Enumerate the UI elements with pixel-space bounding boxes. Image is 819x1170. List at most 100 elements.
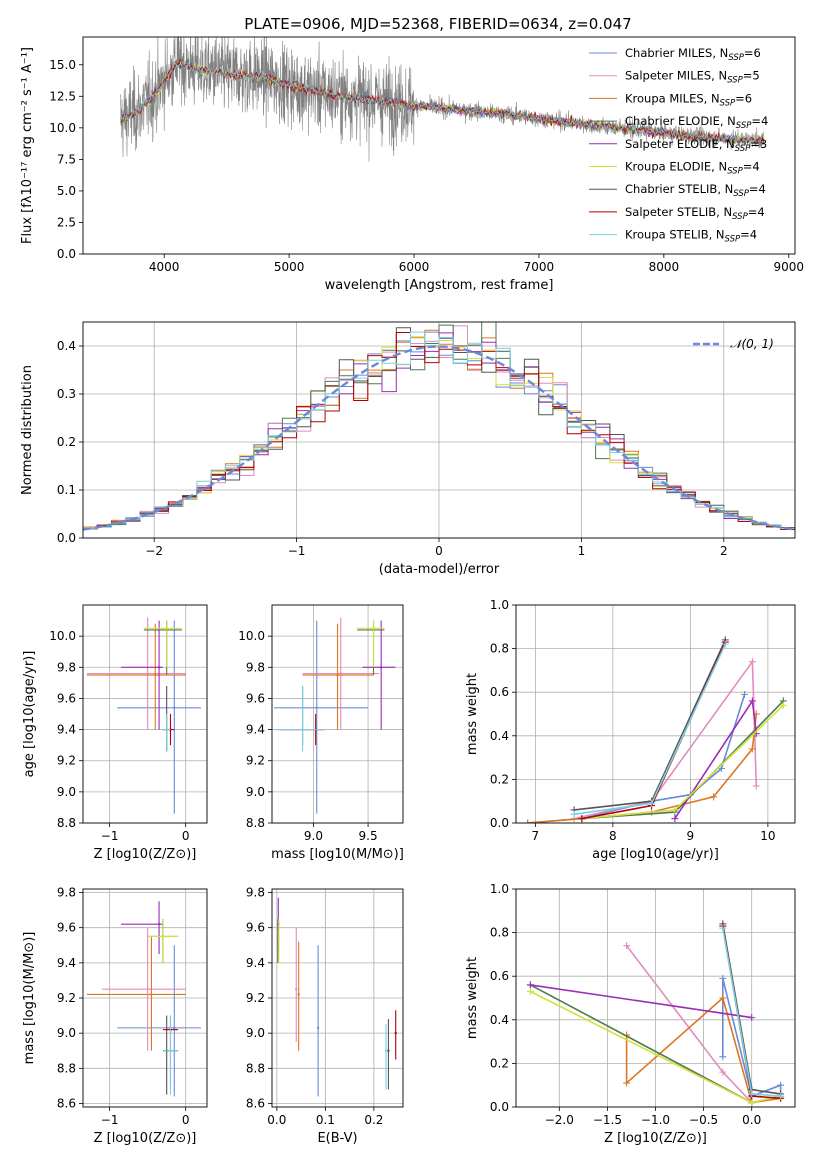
y-tick-label: 9.8 [246, 886, 265, 900]
data-point [169, 1049, 172, 1052]
panel-mass_weight_vs_Z: −2.0 −1.5 −1.0 −0.5 0.0 0.0 0.2 0.4 0.6 0.8 1.0 Z [… [465, 882, 796, 1146]
data-point [146, 988, 149, 991]
y-tick-label: 9.2 [57, 991, 76, 1005]
series-marker [719, 974, 727, 982]
axes-frame [82, 36, 796, 255]
normal-curve [83, 345, 795, 531]
data-point [146, 672, 149, 675]
y-tick-label: 0.4 [490, 1013, 509, 1027]
x-tick-label: 1 [578, 544, 586, 558]
y-tick-label: 0.0 [490, 1100, 509, 1114]
data-point [316, 1026, 320, 1030]
data-point [173, 706, 176, 709]
y-tick-label: 8.6 [57, 1096, 76, 1110]
y-tick-label: 10.0 [49, 121, 76, 135]
series-marker [721, 640, 729, 648]
data-point [297, 993, 300, 996]
y-tick-label: 9.2 [246, 991, 265, 1005]
data-point [157, 922, 161, 926]
y-tick-label: 10.0 [238, 629, 265, 643]
x-tick-label: 8 [609, 829, 617, 843]
series-marker [748, 1090, 756, 1098]
y-axis-label: Normed distribution [20, 365, 35, 495]
y-tick-label: 9.0 [246, 1026, 265, 1040]
series-marker [710, 793, 718, 801]
legend-label: Kroupa ELODIE, NSSP=4 [625, 160, 760, 177]
plot-area [83, 322, 795, 531]
y-tick-label: 8.8 [57, 1061, 76, 1075]
y-tick-label: 9.4 [57, 956, 76, 970]
series-marker [671, 815, 679, 823]
y-tick-label: 2.5 [57, 215, 76, 229]
series-marker [524, 819, 532, 823]
series-marker [648, 799, 656, 807]
legend-label: Kroupa STELIB, NSSP=4 [625, 228, 757, 245]
histogram-line [83, 331, 795, 530]
data-point [157, 666, 161, 669]
legend-label: Salpeter STELIB, NSSP=4 [625, 205, 765, 222]
x-axis-label: mass [log10(M/M⊙)] [271, 847, 404, 862]
y-tick-label: 0.2 [57, 435, 76, 449]
plot-area [86, 901, 201, 1097]
data-point [379, 666, 383, 669]
y-tick-label: 0.0 [57, 247, 76, 261]
y-tick-label: 8.8 [246, 816, 265, 830]
y-tick-label: 0.4 [490, 729, 509, 743]
x-axis-label: Z [log10(Z/Z⊙)] [604, 1131, 707, 1146]
y-tick-label: 1.0 [490, 598, 509, 612]
data-point [295, 988, 298, 991]
y-axis-label: mass [log10(M/M⊙)] [22, 932, 37, 1065]
data-point [301, 728, 304, 731]
y-tick-label: 0.1 [57, 483, 76, 497]
data-point [150, 993, 153, 996]
legend-label: Chabrier STELIB, NSSP=4 [625, 182, 766, 199]
axes-frame [271, 604, 404, 824]
data-point [165, 728, 168, 731]
y-tick-label: 0.2 [490, 1056, 509, 1070]
x-tick-label: 0.0 [742, 1113, 761, 1127]
series-marker [748, 1014, 756, 1022]
data-point [339, 672, 342, 675]
panel-spectrum: 4000 5000 6000 7000 8000 9000 0.0 2.5 5.0 7.5 10.0… [20, 36, 804, 293]
y-tick-label: 9.8 [246, 660, 265, 674]
y-axis-label: Flux [fλ10⁻¹⁷ erg cm⁻² s⁻¹ A⁻¹] [20, 47, 35, 244]
y-tick-label: 5.0 [57, 184, 76, 198]
y-tick-label: 0.0 [490, 816, 509, 830]
x-tick-label: 10 [760, 829, 775, 843]
plot-area [276, 897, 397, 1097]
series-marker [578, 815, 586, 823]
series-marker [623, 942, 631, 950]
y-tick-label: 7.5 [57, 152, 76, 166]
plot-area [120, 37, 765, 162]
legend-label: Chabrier ELODIE, NSSP=4 [625, 114, 768, 131]
plot-area [526, 920, 785, 1107]
axes-frame [515, 604, 796, 824]
y-tick-label: 0.3 [57, 387, 76, 401]
y-tick-label: 9.2 [57, 754, 76, 768]
x-tick-label: 5000 [274, 260, 305, 274]
y-tick-label: 12.5 [49, 89, 76, 103]
series-marker [570, 810, 578, 818]
x-tick-label: 0.0 [267, 1113, 286, 1127]
spectrum-model-line [120, 58, 765, 144]
series-line [530, 984, 752, 1019]
y-tick-label: 8.8 [246, 1061, 265, 1075]
y-tick-label: 1.0 [490, 882, 509, 896]
y-tick-label: 0.2 [490, 772, 509, 786]
y-tick-label: 0.0 [57, 531, 76, 545]
axes-frame [82, 321, 796, 539]
series-marker [748, 697, 756, 705]
series-marker [748, 658, 756, 666]
x-tick-label: 4000 [149, 260, 180, 274]
data-point [161, 935, 165, 938]
data-point [372, 627, 375, 630]
x-axis-label: wavelength [Angstrom, rest frame] [325, 278, 554, 293]
series-marker [777, 1092, 785, 1100]
y-tick-label: 9.8 [57, 886, 76, 900]
y-tick-label: 0.6 [490, 685, 509, 699]
y-tick-label: 15.0 [49, 58, 76, 72]
x-tick-label: 2 [720, 544, 728, 558]
x-axis-label: Z [log10(Z/Z⊙)] [94, 847, 197, 862]
x-axis-label: E(B-V) [317, 1131, 357, 1146]
